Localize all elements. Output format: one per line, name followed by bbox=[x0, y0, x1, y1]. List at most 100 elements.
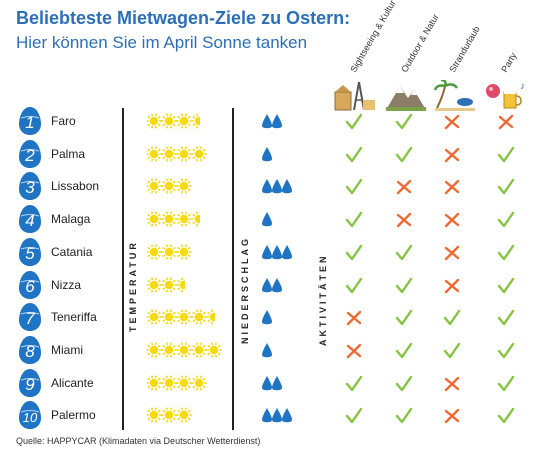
rain-rating bbox=[262, 408, 292, 423]
temperature-rating bbox=[147, 309, 215, 325]
sun-icon bbox=[147, 342, 162, 358]
temperature-rating bbox=[147, 113, 200, 129]
check-icon bbox=[497, 375, 515, 391]
sun-icon bbox=[176, 342, 192, 358]
check-icon bbox=[395, 309, 413, 326]
drop-icon bbox=[282, 244, 292, 260]
check-icon bbox=[443, 342, 461, 359]
sun-icon bbox=[206, 342, 222, 358]
check-icon bbox=[497, 309, 515, 326]
temperature-rating bbox=[147, 407, 192, 423]
sun-icon bbox=[147, 146, 162, 162]
cross-icon bbox=[444, 278, 460, 293]
rank-number: 9 bbox=[25, 375, 35, 394]
sun-icon bbox=[147, 375, 162, 391]
check-icon bbox=[497, 408, 515, 424]
drop-icon bbox=[262, 375, 272, 390]
table-row: 3 Lissabon bbox=[0, 171, 538, 203]
beach-icon bbox=[433, 80, 475, 111]
sun-icon bbox=[176, 375, 192, 391]
cross-icon bbox=[444, 212, 460, 228]
drop-icon bbox=[262, 408, 272, 423]
sun-icon bbox=[147, 244, 162, 260]
mountain-icon bbox=[386, 86, 426, 111]
drop-icon bbox=[262, 342, 272, 358]
divider-rain bbox=[232, 108, 234, 430]
sun-icon bbox=[161, 146, 177, 162]
check-icon bbox=[497, 211, 515, 228]
check-icon bbox=[497, 277, 515, 293]
rain-rating bbox=[262, 114, 282, 129]
sun-icon bbox=[176, 309, 192, 325]
check-icon bbox=[345, 244, 363, 260]
sun-icon bbox=[161, 178, 177, 194]
table-row: 5 Catania bbox=[0, 237, 538, 269]
check-icon bbox=[345, 211, 363, 228]
table-row: 6 Nizza bbox=[0, 270, 538, 302]
rank-number: 4 bbox=[25, 211, 34, 230]
rain-rating bbox=[262, 146, 272, 161]
temperature-rating bbox=[147, 178, 192, 194]
sun-icon bbox=[161, 244, 177, 260]
rank-egg-icon: 9 bbox=[19, 368, 41, 397]
sun-icon bbox=[161, 407, 177, 423]
temperature-rating bbox=[147, 342, 222, 358]
drop-icon bbox=[282, 408, 292, 423]
table-row: 2 Palma bbox=[0, 139, 538, 171]
page-subtitle: Hier können Sie im April Sonne tanken bbox=[16, 33, 308, 52]
city-name: Nizza bbox=[51, 277, 82, 292]
rank-number: 1 bbox=[25, 113, 34, 132]
cross-icon bbox=[444, 147, 460, 162]
sun-icon bbox=[191, 309, 207, 325]
check-icon bbox=[345, 146, 363, 162]
sun-icon bbox=[191, 342, 207, 358]
sun-icon bbox=[176, 211, 192, 227]
drop-icon bbox=[272, 179, 282, 194]
divider-temperature bbox=[122, 108, 124, 430]
table-row: 4 Malaga bbox=[0, 204, 538, 236]
cross-icon bbox=[396, 180, 412, 195]
drop-icon bbox=[262, 212, 272, 227]
sightseeing-icon bbox=[334, 81, 375, 111]
rank-egg-icon: 1 bbox=[19, 107, 41, 135]
cross-icon bbox=[498, 114, 514, 130]
sun-icon bbox=[147, 113, 162, 129]
sun-icon bbox=[161, 113, 177, 129]
cross-icon bbox=[444, 114, 460, 130]
check-icon bbox=[395, 146, 413, 162]
drop-icon bbox=[262, 310, 272, 325]
rain-rating bbox=[262, 375, 282, 390]
city-name: Teneriffa bbox=[51, 310, 97, 325]
cross-icon bbox=[444, 409, 460, 424]
sun-icon bbox=[161, 342, 177, 358]
temperature-rating bbox=[147, 244, 192, 260]
rain-rating bbox=[262, 310, 272, 325]
drop-icon bbox=[262, 146, 272, 161]
temperature-rating bbox=[147, 276, 185, 293]
rain-rating bbox=[262, 179, 292, 194]
table-row: 1 Faro bbox=[0, 106, 538, 138]
table-row: 9 Alicante bbox=[0, 368, 538, 400]
sun-icon bbox=[147, 309, 162, 325]
drop-icon bbox=[262, 179, 272, 194]
check-icon bbox=[345, 408, 363, 424]
drop-icon bbox=[262, 244, 272, 260]
check-icon bbox=[497, 342, 515, 359]
table-row: 7 Teneriffa bbox=[0, 302, 538, 334]
rank-egg-icon: 5 bbox=[19, 237, 41, 266]
check-icon bbox=[345, 277, 363, 293]
city-name: Palermo bbox=[51, 408, 96, 423]
temperature-rating bbox=[147, 211, 200, 227]
check-icon bbox=[443, 309, 461, 326]
city-name: Alicante bbox=[51, 375, 94, 390]
check-icon bbox=[395, 244, 413, 260]
sun-icon bbox=[147, 407, 162, 423]
rank-number: 3 bbox=[25, 178, 35, 197]
sun-icon bbox=[176, 178, 192, 194]
sun-icon bbox=[191, 375, 207, 391]
check-icon bbox=[395, 408, 413, 424]
rank-number: 6 bbox=[25, 277, 35, 296]
cross-icon bbox=[444, 245, 460, 260]
sun-icon bbox=[147, 178, 162, 194]
